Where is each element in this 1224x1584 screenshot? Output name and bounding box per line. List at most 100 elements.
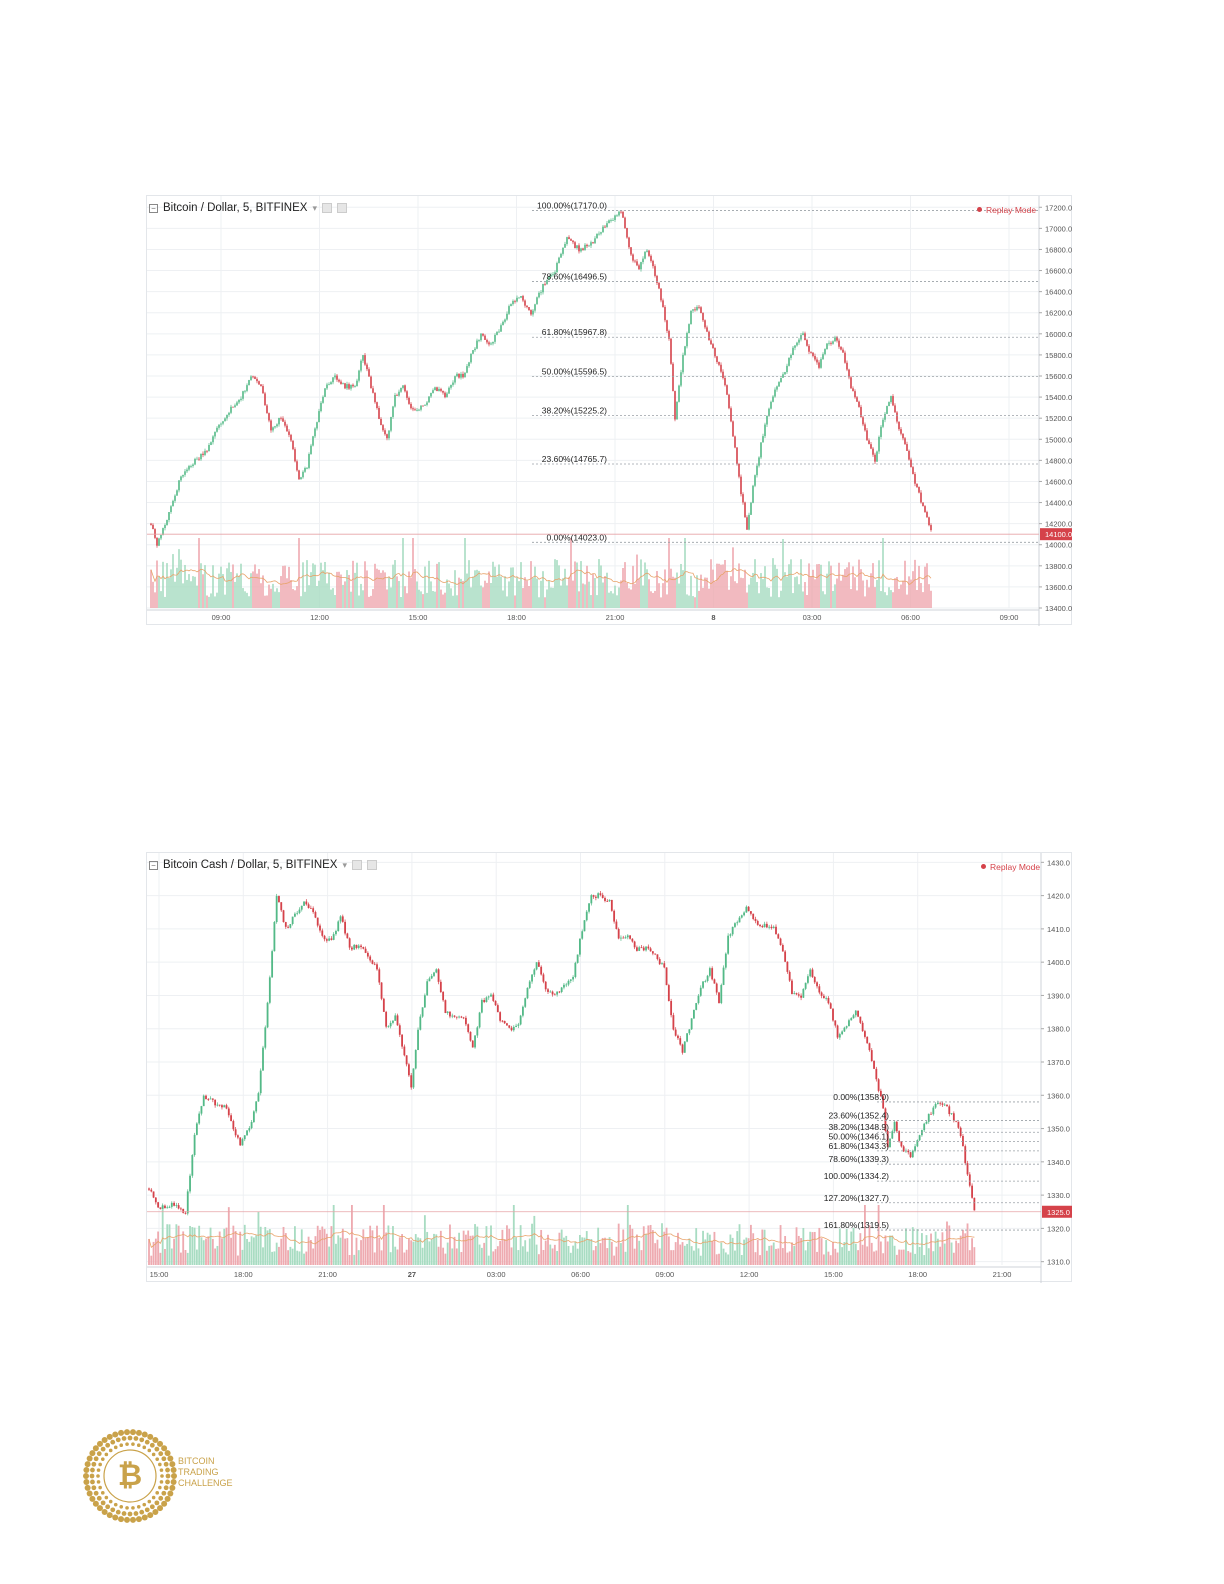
- volume-bar: [968, 1250, 971, 1265]
- candle: [382, 423, 384, 432]
- candle: [686, 1033, 688, 1043]
- volume-bar: [366, 570, 368, 608]
- volume-bar: [784, 1235, 787, 1265]
- x-tick-label: 18:00: [908, 1270, 927, 1279]
- candle: [161, 1203, 164, 1209]
- candle: [774, 387, 776, 398]
- logo-dot: [123, 1429, 130, 1436]
- bch-replay-mode[interactable]: Replay Mode: [981, 862, 1040, 872]
- volume-bar: [298, 538, 300, 608]
- volume-bar: [738, 1224, 741, 1265]
- candle: [971, 1183, 973, 1199]
- candle: [565, 982, 568, 988]
- candle: [344, 382, 346, 390]
- volume-bar: [696, 575, 698, 608]
- volume-bar: [590, 595, 592, 608]
- volume-bar: [223, 1228, 226, 1265]
- candle: [679, 1035, 682, 1046]
- candle: [795, 992, 798, 996]
- candle: [642, 256, 644, 265]
- candle: [714, 347, 716, 359]
- volume-bar: [664, 569, 666, 608]
- candle: [430, 973, 433, 980]
- candle: [380, 417, 382, 426]
- logo-dot: [159, 1468, 164, 1472]
- logo-dot: [100, 1491, 105, 1495]
- candle: [948, 1104, 951, 1117]
- volume-bar: [264, 1226, 267, 1265]
- volume-bar: [722, 1248, 725, 1265]
- collapse-icon[interactable]: −: [149, 203, 158, 213]
- volume-bar: [534, 566, 536, 608]
- candle: [190, 464, 192, 469]
- volume-bar: [916, 589, 918, 608]
- settings-icon[interactable]: [352, 860, 363, 870]
- volume-bar: [408, 571, 410, 608]
- logo-dot: [86, 1455, 93, 1462]
- volume-bar: [638, 578, 640, 608]
- candle: [872, 447, 874, 457]
- candle: [528, 307, 530, 311]
- volume-bar: [273, 1251, 276, 1265]
- collapse-icon[interactable]: −: [149, 860, 158, 870]
- candle: [828, 340, 830, 346]
- logo-dot: [135, 1516, 142, 1523]
- logo-dot: [96, 1451, 102, 1457]
- chevron-down-icon[interactable]: ▾: [312, 202, 317, 213]
- volume-bar: [184, 1250, 187, 1265]
- btc-replay-mode[interactable]: Replay Mode: [977, 205, 1036, 215]
- volume-bar: [779, 1225, 782, 1265]
- candle: [438, 386, 440, 392]
- volume-bar: [284, 565, 286, 608]
- candle: [756, 464, 758, 478]
- candle: [756, 919, 759, 926]
- volume-bar: [665, 1227, 668, 1265]
- candle: [262, 384, 264, 394]
- settings-icon[interactable]: [321, 203, 332, 213]
- candle: [794, 345, 796, 351]
- candle: [746, 515, 748, 530]
- candle: [836, 1024, 839, 1039]
- volume-bar: [872, 563, 874, 608]
- candle: [476, 1026, 479, 1038]
- candle: [478, 1011, 481, 1029]
- volume-bar: [191, 1227, 194, 1265]
- logo-dot: [84, 1461, 91, 1468]
- volume-bar: [633, 1248, 636, 1265]
- volume-bar: [576, 1248, 579, 1265]
- volume-bar: [530, 561, 532, 608]
- candle: [446, 391, 448, 398]
- candle: [810, 351, 812, 354]
- volume-bar: [674, 1242, 677, 1265]
- candle: [574, 240, 576, 249]
- candle: [908, 449, 910, 461]
- candle: [396, 1013, 399, 1026]
- volume-bar: [596, 595, 598, 608]
- candle: [629, 935, 631, 940]
- candle: [321, 928, 324, 938]
- volume-bar: [398, 1237, 401, 1265]
- volume-bar: [469, 1235, 472, 1265]
- volume-bar: [558, 565, 560, 608]
- logo-dot: [165, 1479, 170, 1485]
- candle: [852, 1013, 855, 1019]
- candle: [862, 415, 864, 427]
- candle: [278, 895, 280, 903]
- volume-bar: [925, 1235, 928, 1265]
- volume-bar: [728, 589, 730, 608]
- logo-dot: [161, 1500, 168, 1507]
- volume-bar: [330, 589, 332, 608]
- volume-bar: [154, 1238, 157, 1265]
- volume-bar: [825, 1240, 828, 1265]
- candle: [968, 1172, 971, 1188]
- candle: [704, 319, 706, 330]
- volume-bar: [458, 577, 460, 608]
- close-icon[interactable]: [336, 203, 347, 213]
- close-icon[interactable]: [367, 860, 378, 870]
- candle: [844, 350, 846, 364]
- candle: [498, 329, 500, 333]
- volume-bar: [465, 1234, 467, 1265]
- volume-bar: [428, 1241, 431, 1265]
- logo-dot: [147, 1499, 152, 1504]
- chevron-down-icon[interactable]: ▾: [342, 859, 348, 870]
